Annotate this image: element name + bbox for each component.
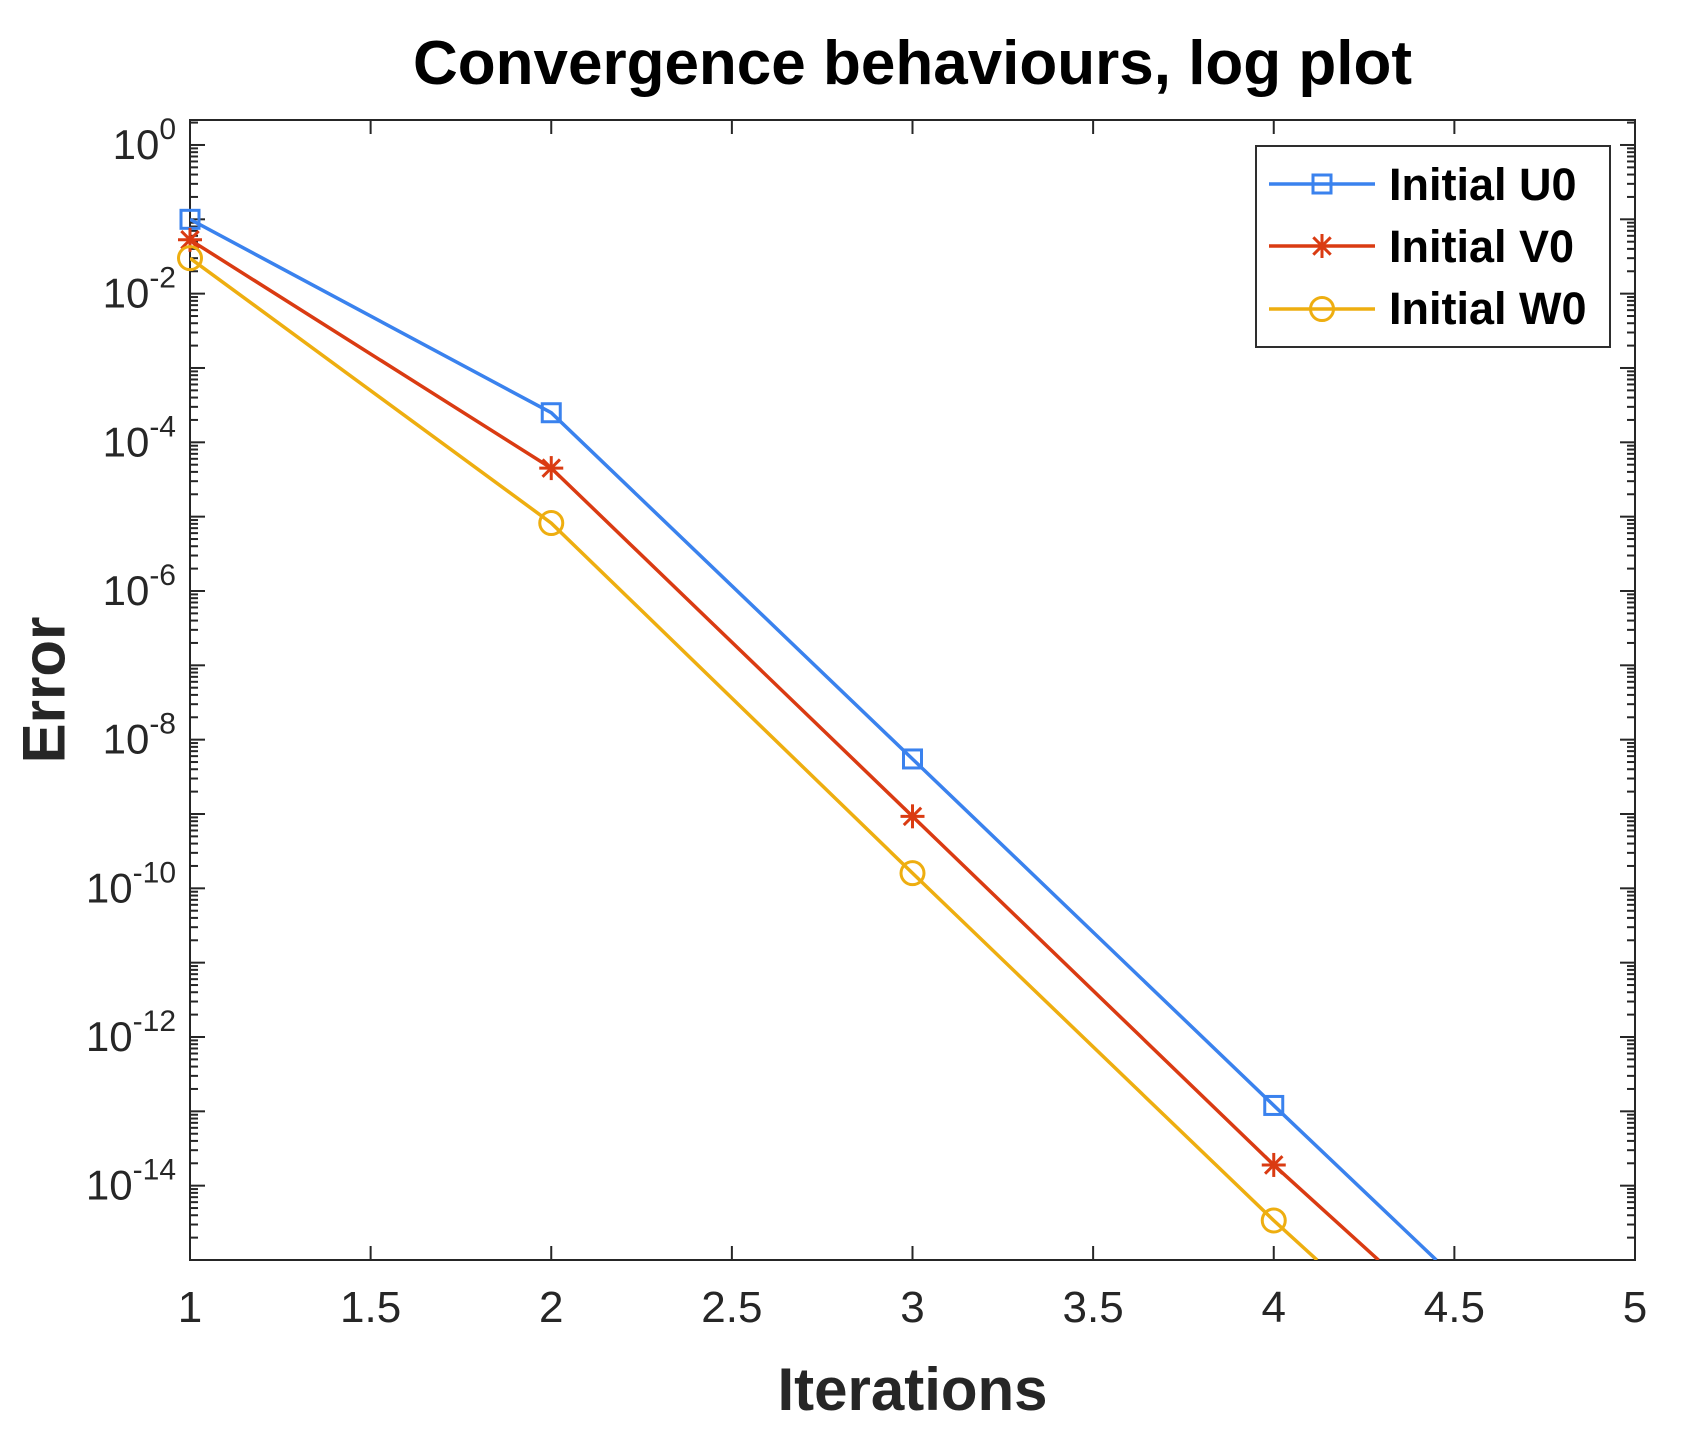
- asterisk-marker: [900, 804, 925, 829]
- circle-marker: [1260, 1207, 1287, 1234]
- circle-marker: [538, 510, 565, 537]
- y-axis-label: Error: [10, 616, 78, 764]
- x-tick-label: 4: [1262, 1283, 1286, 1332]
- series-markers-initial-u0: [179, 208, 1285, 1116]
- y-tick-label: 10-14: [86, 1154, 176, 1209]
- series-markers-initial-v0: [178, 227, 1286, 1177]
- y-tick-label: 10-12: [86, 1005, 176, 1060]
- y-tick-label: 10-2: [103, 262, 176, 317]
- y-tick-label: 100: [113, 113, 176, 168]
- legend-label: Initial U0: [1389, 158, 1577, 210]
- asterisk-marker: [1261, 1152, 1286, 1177]
- asterisk-marker: [1310, 234, 1334, 259]
- series-line-initial-w0: [190, 256, 1319, 1260]
- legend-circle-marker-icon: [1269, 295, 1375, 322]
- square-marker: [902, 748, 923, 770]
- x-ticks: [189, 120, 1636, 1260]
- legend-entry-initial-v0: Initial V0: [1267, 224, 1609, 269]
- series-markers-initial-w0: [177, 245, 1287, 1234]
- legend-square-marker-icon: [1269, 173, 1375, 195]
- asterisk-marker: [539, 456, 564, 481]
- asterisk-marker: [178, 227, 202, 252]
- legend-label: Initial V0: [1389, 220, 1575, 272]
- series-line-initial-u0: [190, 217, 1438, 1260]
- x-tick-label: 3: [900, 1283, 924, 1332]
- x-tick-label: 1: [178, 1283, 202, 1332]
- chart-title: Convergence behaviours, log plot: [412, 29, 1413, 98]
- y-tick-label: 10-4: [103, 410, 176, 465]
- x-tick-label: 2: [539, 1283, 563, 1332]
- y-tick-label: 10-8: [103, 708, 176, 763]
- circle-marker: [899, 860, 926, 887]
- square-marker: [1263, 1094, 1285, 1116]
- x-axis-label: Iterations: [777, 1356, 1048, 1423]
- legend-entry-initial-w0: Initial W0: [1267, 286, 1609, 331]
- circle-marker: [177, 245, 203, 272]
- x-tick-label: 5: [1623, 1283, 1647, 1332]
- legend-box: Initial U0 Initial V0 Initial W0: [1255, 145, 1611, 348]
- x-tick-label: 3.5: [1063, 1283, 1124, 1332]
- x-tick-label: 2.5: [701, 1283, 762, 1332]
- y-ticks: [190, 121, 1635, 1261]
- legend-label: Initial W0: [1389, 283, 1587, 335]
- y-tick-label: 10-10: [86, 856, 176, 911]
- x-tick-label: 1.5: [340, 1283, 401, 1332]
- circle-marker: [1309, 295, 1335, 322]
- y-tick-label: 10-6: [103, 559, 176, 614]
- legend-entry-initial-u0: Initial U0: [1267, 162, 1609, 207]
- square-marker: [1311, 173, 1333, 195]
- legend-asterisk-marker-icon: [1269, 234, 1375, 259]
- square-marker: [540, 402, 562, 424]
- x-tick-label: 4.5: [1424, 1283, 1485, 1332]
